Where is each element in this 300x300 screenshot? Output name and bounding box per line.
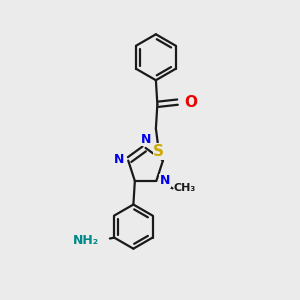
- Text: N: N: [160, 175, 170, 188]
- Text: CH₃: CH₃: [174, 183, 196, 193]
- Text: N: N: [114, 153, 125, 166]
- Text: N: N: [141, 133, 152, 146]
- Text: S: S: [153, 144, 164, 159]
- Text: O: O: [184, 94, 197, 110]
- Text: NH₂: NH₂: [73, 234, 99, 247]
